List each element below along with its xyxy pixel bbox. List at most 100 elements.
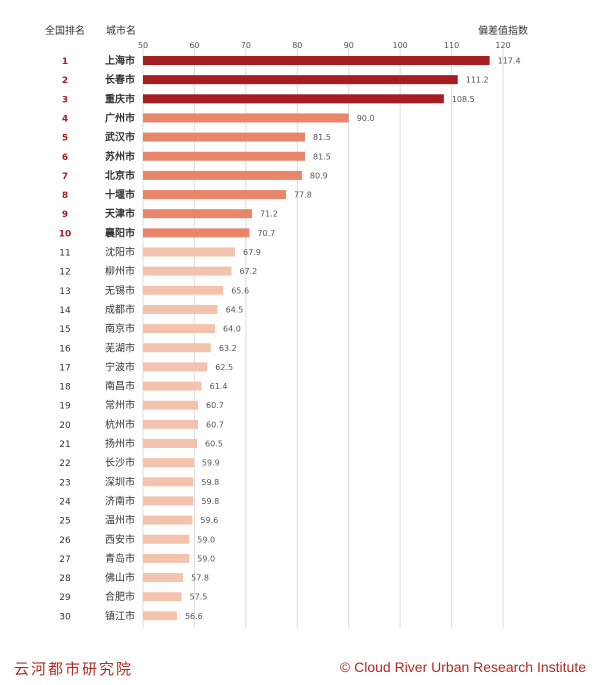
value-header: 偏差值指数 — [478, 24, 528, 37]
value-label: 59.8 — [201, 478, 219, 487]
city-label: 南昌市 — [105, 380, 135, 393]
rank-label: 27 — [59, 555, 70, 565]
value-label: 67.9 — [243, 248, 261, 257]
value-label: 57.8 — [191, 574, 209, 583]
x-tick-label: 80 — [292, 41, 302, 50]
x-tick-label: 110 — [444, 41, 459, 50]
rank-label: 5 — [62, 134, 68, 144]
city-label: 镇江市 — [105, 609, 135, 622]
bar — [143, 56, 490, 65]
value-label: 80.9 — [310, 171, 328, 180]
bar — [143, 228, 250, 238]
city-label: 成都市 — [105, 303, 135, 316]
rank-label: 11 — [59, 249, 70, 259]
rank-label: 9 — [62, 210, 68, 220]
rank-label: 29 — [59, 593, 71, 603]
rank-label: 3 — [62, 95, 68, 105]
bar — [143, 304, 218, 314]
x-tick-label: 90 — [344, 41, 354, 50]
x-tick-label: 50 — [138, 41, 148, 50]
value-label: 70.7 — [257, 229, 275, 238]
city-label: 佛山市 — [105, 571, 135, 584]
value-label: 108.5 — [452, 95, 475, 104]
value-label: 90.0 — [357, 114, 375, 123]
x-tick-label: 100 — [393, 41, 408, 50]
bar — [143, 496, 194, 506]
city-label: 温州市 — [105, 514, 135, 527]
city-label: 广州市 — [105, 111, 135, 124]
bar — [143, 439, 197, 448]
rank-label: 12 — [59, 268, 70, 278]
city-label: 杭州市 — [105, 418, 135, 431]
rank-label: 13 — [59, 287, 70, 297]
city-label: 芜湖市 — [105, 341, 135, 354]
value-label: 81.5 — [313, 152, 331, 161]
bar — [143, 132, 305, 142]
rank-label: 17 — [59, 363, 70, 373]
rank-label: 15 — [59, 325, 70, 335]
city-label: 长春市 — [105, 73, 135, 86]
footer-institute-name: 云河都市研究院 — [14, 660, 134, 678]
city-label: 苏州市 — [105, 150, 135, 163]
rank-label: 6 — [62, 153, 68, 163]
city-label: 沈阳市 — [105, 246, 135, 259]
city-label: 天津市 — [105, 207, 135, 220]
rank-label: 8 — [62, 191, 68, 201]
city-header: 城市名 — [106, 24, 136, 37]
bar — [143, 400, 199, 410]
value-label: 77.8 — [294, 191, 312, 200]
bar — [143, 534, 190, 544]
value-label: 62.5 — [215, 363, 233, 372]
city-label: 襄阳市 — [104, 226, 135, 239]
rank-label: 28 — [59, 574, 71, 584]
bar — [143, 247, 236, 257]
value-label: 59.0 — [197, 554, 215, 563]
bar — [143, 515, 193, 525]
city-label: 上海市 — [105, 54, 135, 67]
city-label: 常州市 — [105, 399, 135, 412]
value-label: 59.6 — [200, 516, 218, 525]
city-label: 十堰市 — [105, 188, 135, 201]
rank-label: 10 — [59, 229, 72, 239]
bar — [143, 75, 458, 85]
rank-label: 7 — [62, 172, 68, 182]
city-label: 武汉市 — [105, 131, 135, 144]
value-label: 71.2 — [260, 210, 278, 219]
rank-label: 2 — [62, 76, 68, 86]
footer-copyright: © Cloud River Urban Research Institute — [339, 659, 586, 675]
bar — [143, 458, 194, 468]
value-label: 64.0 — [223, 325, 241, 334]
city-label: 重庆市 — [105, 92, 135, 105]
rank-label: 16 — [59, 344, 71, 354]
city-label: 深圳市 — [105, 475, 135, 488]
city-label: 无锡市 — [105, 284, 135, 297]
bar — [143, 362, 208, 372]
bar — [143, 324, 215, 334]
bar — [143, 170, 302, 180]
bar — [143, 419, 199, 429]
bar — [143, 266, 232, 276]
value-label: 57.5 — [190, 593, 208, 602]
rank-label: 20 — [59, 421, 71, 431]
rank-header: 全国排名 — [45, 24, 85, 37]
x-tick-label: 70 — [241, 41, 251, 50]
bar — [143, 381, 202, 391]
city-label: 扬州市 — [105, 437, 135, 450]
city-label: 南京市 — [105, 322, 135, 335]
bar — [143, 553, 190, 563]
city-label: 合肥市 — [105, 590, 135, 603]
rank-label: 19 — [59, 402, 71, 412]
bar — [143, 343, 211, 353]
rank-label: 30 — [59, 612, 71, 622]
value-label: 59.9 — [202, 459, 220, 468]
value-label: 56.6 — [185, 612, 203, 621]
value-label: 67.2 — [239, 267, 257, 276]
value-label: 64.5 — [226, 305, 244, 314]
value-label: 81.5 — [313, 133, 331, 142]
chart-area: 全国排名 城市名 偏差值指数 50 60 70 80 90 100 110 120 1 上海市 117.4… — [45, 24, 528, 628]
bar — [143, 151, 305, 161]
value-label: 60.5 — [205, 440, 223, 449]
value-label: 60.7 — [206, 420, 224, 429]
city-label: 柳州市 — [105, 265, 135, 278]
bar — [143, 113, 349, 123]
